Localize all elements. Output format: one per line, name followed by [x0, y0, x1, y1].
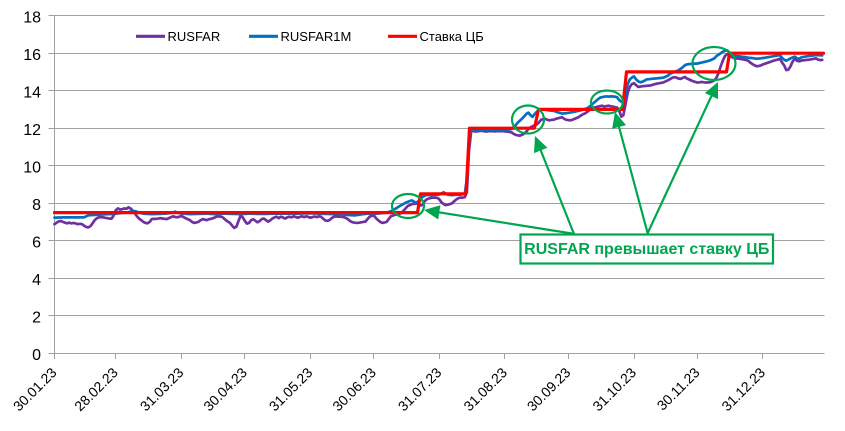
- svg-text:8: 8: [32, 197, 41, 214]
- svg-text:0: 0: [32, 347, 41, 364]
- svg-text:14: 14: [23, 84, 41, 101]
- svg-text:RUSFAR1M: RUSFAR1M: [281, 29, 352, 44]
- svg-text:2: 2: [32, 309, 41, 326]
- svg-text:RUSFAR: RUSFAR: [168, 29, 221, 44]
- svg-text:4: 4: [32, 272, 41, 289]
- svg-text:RUSFAR превышает ставку ЦБ: RUSFAR превышает ставку ЦБ: [524, 241, 769, 258]
- svg-text:Ставка ЦБ: Ставка ЦБ: [420, 29, 484, 44]
- svg-text:10: 10: [23, 159, 41, 176]
- svg-text:16: 16: [23, 47, 41, 64]
- svg-text:12: 12: [23, 122, 41, 139]
- svg-text:18: 18: [23, 9, 41, 26]
- svg-text:6: 6: [32, 234, 41, 251]
